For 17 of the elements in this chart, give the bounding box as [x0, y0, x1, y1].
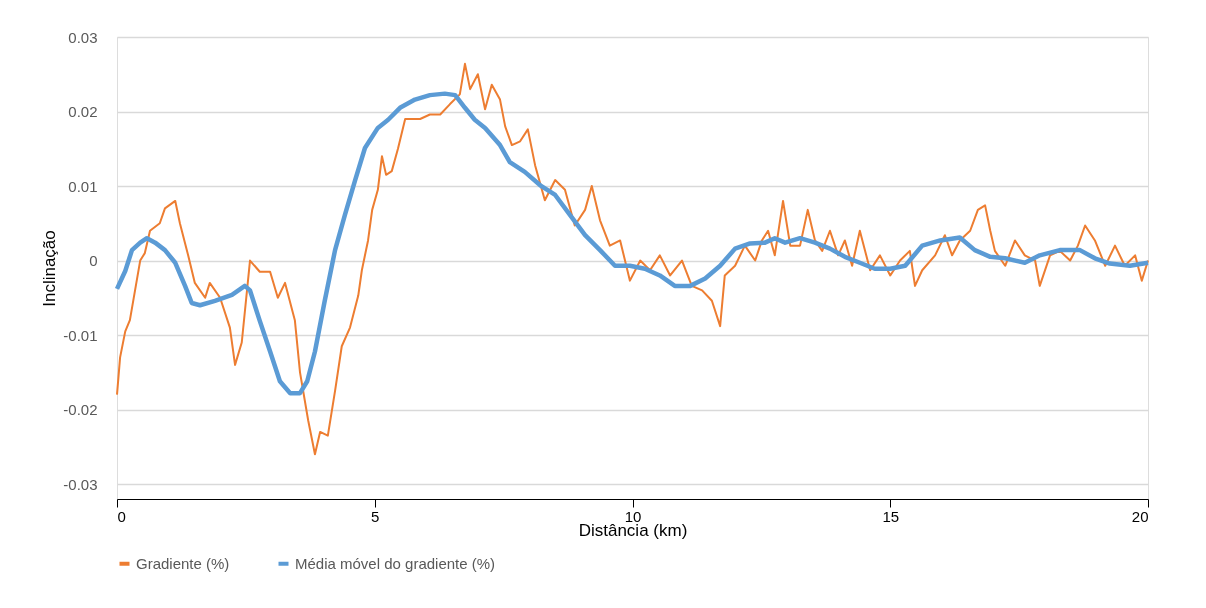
x-tick-label: 15 — [882, 507, 900, 525]
y-axis-title: Inclinação — [40, 230, 60, 307]
y-tick-label: 0.01 — [68, 177, 98, 195]
y-tick-label: -0.01 — [63, 326, 98, 344]
y-tick-label: 0.03 — [68, 28, 98, 46]
y-tick-label: 0.02 — [68, 103, 98, 121]
y-tick-label: 0 — [89, 252, 98, 270]
legend-label: Gradiente (%) — [136, 554, 230, 572]
y-tick-label: -0.03 — [63, 475, 98, 493]
x-tick-label: 20 — [1131, 507, 1149, 525]
x-tick-label: 5 — [371, 507, 380, 525]
line-series — [114, 91, 1151, 396]
x-tick-label: 0 — [117, 507, 126, 525]
legend-label: Média móvel do gradiente (%) — [295, 554, 496, 572]
x-tick-label: 10 — [624, 507, 642, 525]
line-series — [116, 62, 1149, 456]
y-tick-label: -0.02 — [63, 401, 98, 419]
